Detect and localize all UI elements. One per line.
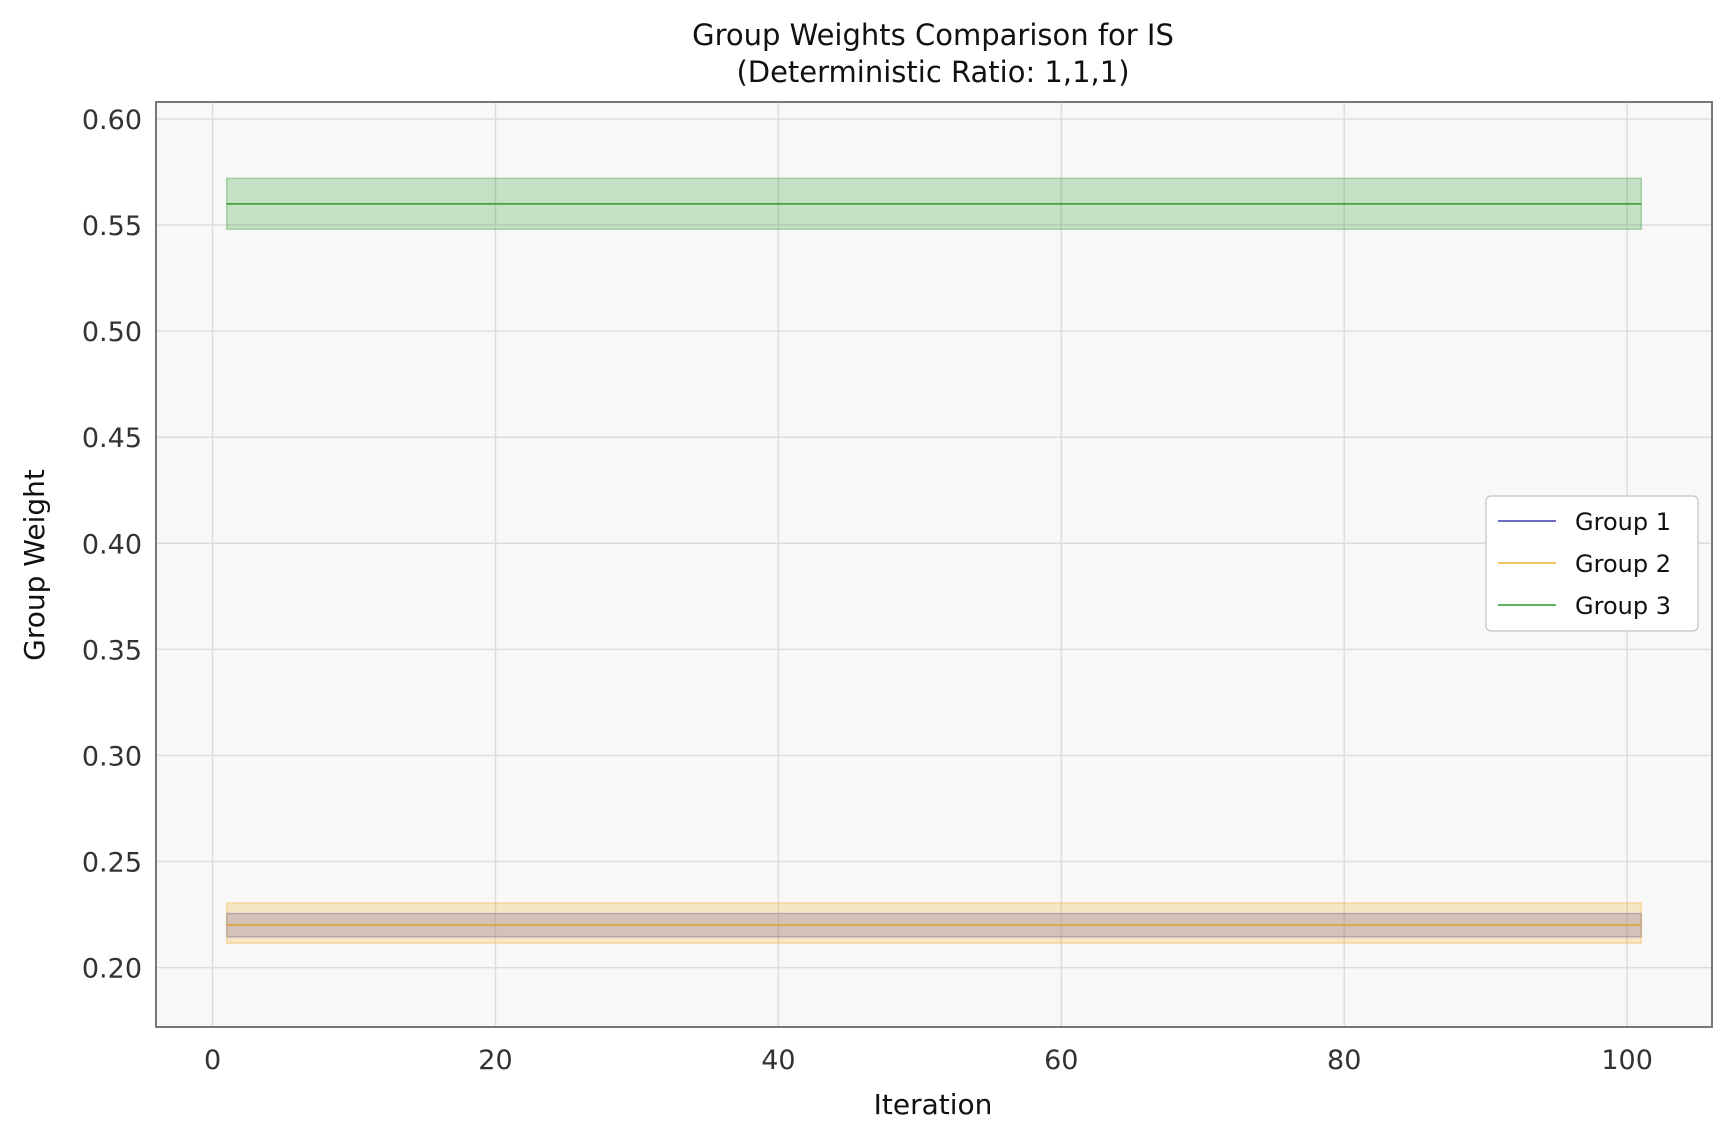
chart-subtitle: (Deterministic Ratio: 1,1,1)	[736, 55, 1129, 89]
x-tick-label: 40	[761, 1045, 795, 1076]
y-tick-label: 0.40	[82, 529, 142, 560]
legend-label-group-3: Group 3	[1575, 592, 1671, 620]
y-axis-ticks: 0.20 0.25 0.30 0.35 0.40 0.45 0.50 0.55 0.60	[82, 105, 142, 985]
chart-title: Group Weights Comparison for IS	[692, 18, 1174, 52]
y-tick-label: 0.55	[82, 211, 142, 242]
series-lines	[226, 203, 1642, 926]
y-tick-label: 0.60	[82, 105, 142, 136]
y-tick-label: 0.30	[82, 741, 142, 772]
x-axis-ticks: 0 20 40 60 80 100	[204, 1045, 1653, 1076]
y-tick-label: 0.20	[82, 954, 142, 985]
y-axis-label: Group Weight	[18, 469, 51, 661]
legend-label-group-2: Group 2	[1575, 550, 1671, 578]
x-tick-label: 80	[1327, 1045, 1361, 1076]
x-axis-label: Iteration	[874, 1088, 993, 1121]
y-tick-label: 0.25	[82, 848, 142, 879]
x-tick-label: 0	[204, 1045, 221, 1076]
x-tick-label: 100	[1601, 1045, 1653, 1076]
y-tick-label: 0.45	[82, 423, 142, 454]
plot-area	[156, 102, 1712, 1027]
plot-frame	[155, 101, 1713, 1028]
y-tick-label: 0.35	[82, 635, 142, 666]
y-tick-label: 0.50	[82, 317, 142, 348]
x-tick-label: 20	[478, 1045, 512, 1076]
x-tick-label: 60	[1044, 1045, 1078, 1076]
legend-box	[1485, 495, 1699, 632]
legend-label-group-1: Group 1	[1575, 508, 1671, 536]
group-2-band	[225, 902, 1643, 944]
legend: Group 1 Group 2 Group 3	[1485, 495, 1699, 632]
